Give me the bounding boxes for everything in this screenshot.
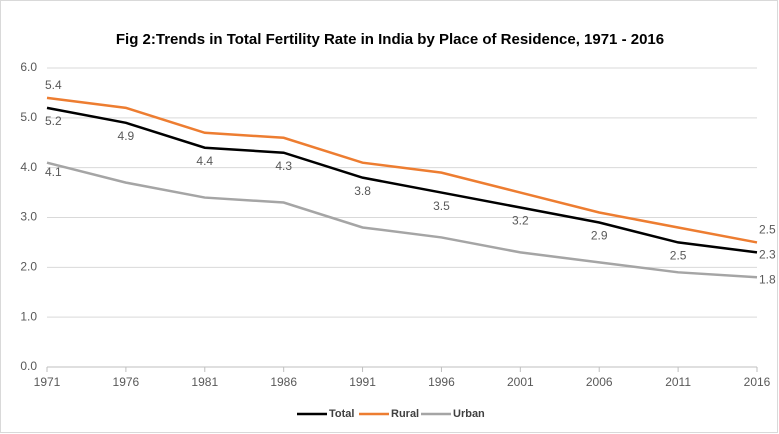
y-tick-label: 4.0 — [20, 160, 37, 174]
data-label: 4.3 — [275, 159, 292, 173]
legend-label: Rural — [391, 408, 419, 420]
data-label: 4.1 — [45, 165, 62, 179]
x-tick-label: 2001 — [507, 375, 534, 389]
y-tick-label: 3.0 — [20, 210, 37, 224]
data-label: 2.3 — [759, 248, 776, 262]
x-tick-label: 1991 — [349, 375, 376, 389]
x-tick-label: 2006 — [586, 375, 613, 389]
y-tick-label: 1.0 — [20, 309, 37, 323]
x-tick-label: 1971 — [34, 375, 61, 389]
data-label: 4.4 — [196, 154, 213, 168]
data-label: 4.9 — [118, 129, 135, 143]
x-tick-label: 1996 — [428, 375, 455, 389]
data-label: 5.2 — [45, 114, 62, 128]
data-label: 3.2 — [512, 214, 529, 228]
y-tick-label: 0.0 — [20, 359, 37, 373]
legend-label: Total — [329, 408, 354, 420]
chart-title: Fig 2:Trends in Total Fertility Rate in … — [116, 31, 664, 48]
data-label: 2.9 — [591, 229, 608, 243]
x-tick-label: 2016 — [744, 375, 771, 389]
data-label: 1.8 — [759, 272, 776, 286]
x-tick-label: 1976 — [113, 375, 140, 389]
x-tick-label: 2011 — [665, 375, 691, 389]
y-tick-label: 5.0 — [20, 110, 37, 124]
y-tick-label: 6.0 — [20, 60, 37, 74]
x-tick-label: 1981 — [191, 375, 218, 389]
series-line — [46, 106, 758, 254]
data-label: 2.5 — [759, 223, 776, 237]
x-tick-label: 1986 — [270, 375, 297, 389]
legend-label: Urban — [453, 408, 485, 420]
data-label: 3.8 — [354, 184, 371, 198]
series-line — [46, 161, 758, 279]
series-line — [46, 96, 758, 244]
y-tick-label: 2.0 — [20, 260, 37, 274]
data-label: 3.5 — [433, 199, 450, 213]
data-label: 2.5 — [670, 249, 687, 263]
data-label: 5.4 — [45, 78, 62, 92]
